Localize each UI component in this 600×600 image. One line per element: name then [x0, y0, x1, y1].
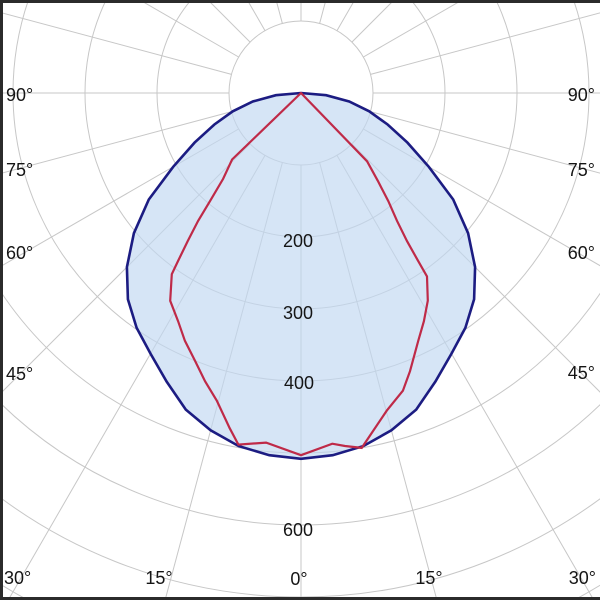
grid-ray [351, 0, 395, 43]
inner-curve [169, 91, 429, 457]
angle-tick-label: 15° [145, 568, 172, 588]
window-border-top [0, 0, 600, 3]
grid-ray [363, 128, 600, 267]
angle-tick-label: 30° [4, 568, 31, 588]
angle-tick-label: 75° [6, 160, 33, 180]
grid-ray [370, 12, 600, 75]
grid-ray [138, 0, 239, 58]
angle-tick-label: 90° [6, 85, 33, 105]
grid-ray [0, 11, 232, 75]
radial-tick-label: 400 [284, 373, 314, 393]
angle-tick-label: 45° [568, 363, 595, 383]
angle-tick-label: 30° [569, 568, 596, 588]
angle-tick-label: 75° [568, 160, 595, 180]
window-border-bottom [0, 597, 600, 600]
angle-tick-label: 90° [568, 85, 595, 105]
grid-ray [246, 0, 266, 31]
intensity-fill [126, 93, 476, 459]
angle-tick-label: 60° [568, 243, 595, 263]
radial-tick-label: 600 [283, 520, 313, 540]
angle-tick-label: 45° [6, 364, 33, 384]
angle-tick-label: 15° [415, 568, 442, 588]
angle-tick-label: 0° [290, 569, 307, 589]
grid-ray [0, 128, 239, 268]
window-border-left [0, 0, 3, 600]
grid-ring [0, 402, 600, 526]
radial-tick-label: 300 [283, 303, 313, 323]
grid-ray [363, 0, 464, 58]
grid-ray [336, 0, 356, 31]
grid-ray [207, 0, 251, 43]
angle-tick-label: 60° [6, 243, 33, 263]
grid-ray [370, 111, 600, 174]
grid-ray [0, 111, 232, 175]
radial-tick-label: 200 [283, 231, 313, 251]
outer-curve [125, 91, 477, 461]
